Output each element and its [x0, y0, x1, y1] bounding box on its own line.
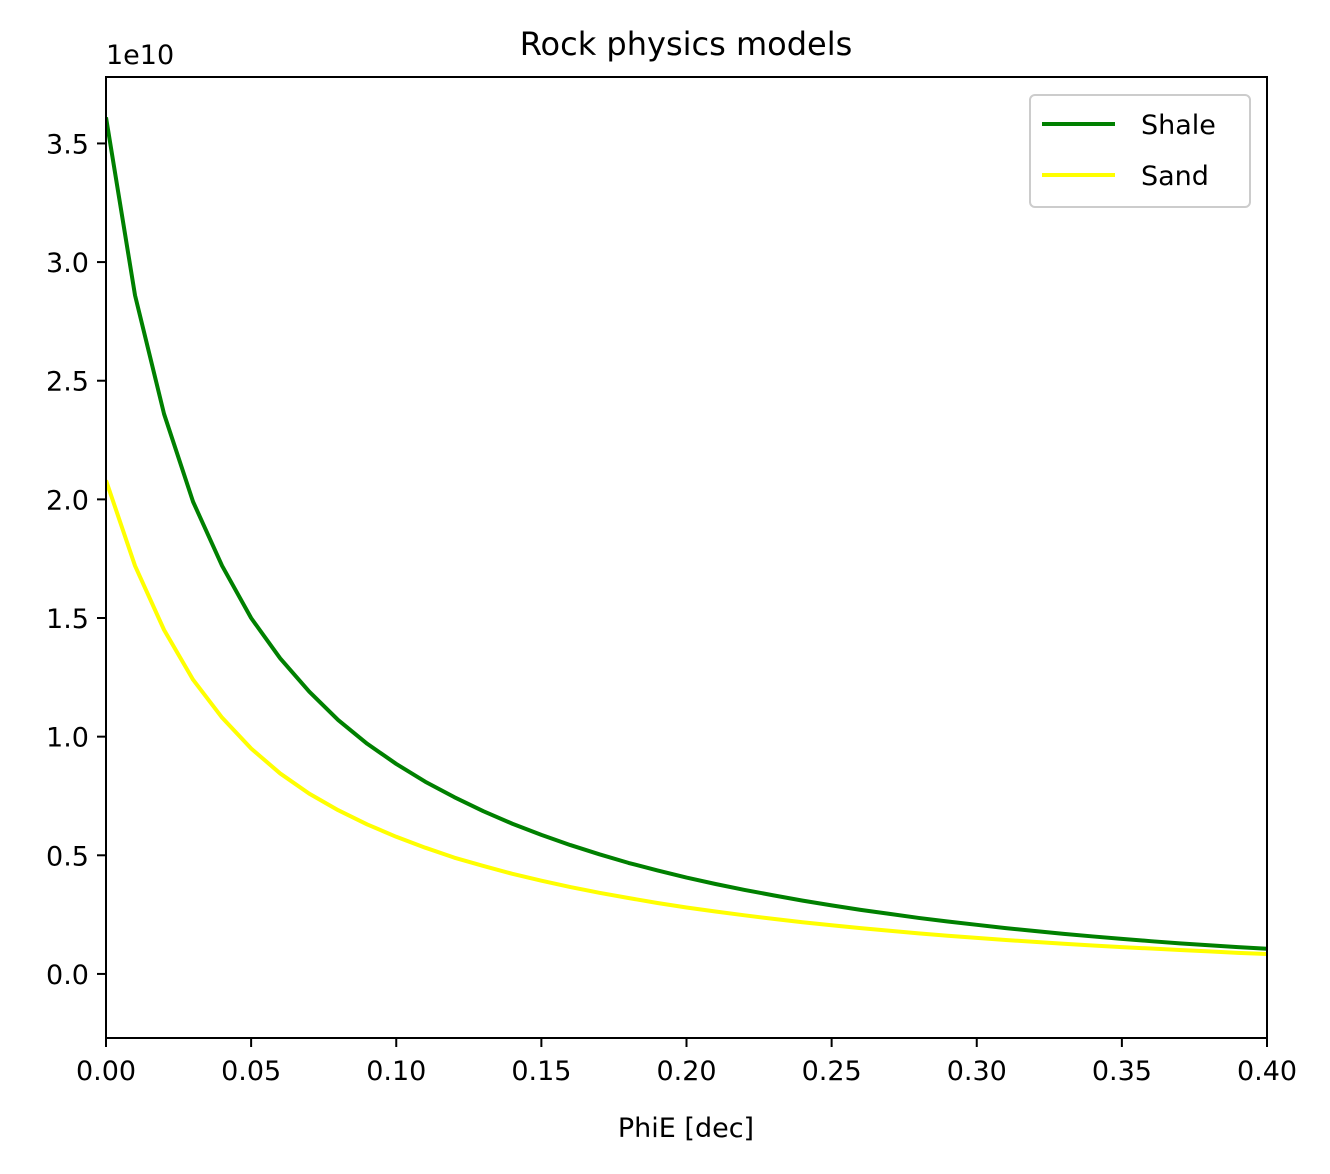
y-tick-label: 0.0: [46, 960, 89, 991]
y-tick-label: 3.5: [46, 129, 89, 160]
x-tick-label: 0.05: [221, 1056, 281, 1087]
x-tick-label: 0.35: [1092, 1056, 1152, 1087]
y-tick-label: 3.0: [46, 248, 89, 279]
y-tick-label: 2.5: [46, 367, 89, 398]
legend: Shale Sand: [1029, 94, 1251, 208]
x-tick-label: 0.30: [947, 1056, 1007, 1087]
y-tick-label: 1.0: [46, 723, 89, 754]
x-axis-label: PhiE [dec]: [618, 1113, 754, 1144]
y-axis-ticks: 0.0 0.5 1.0 1.5 2.0 2.5 3.0 3.5: [46, 129, 106, 991]
y-tick-label: 1.5: [46, 604, 89, 635]
y-tick-label: 2.0: [46, 485, 89, 516]
series-line-shale: [106, 117, 1267, 951]
series-line-sand: [106, 479, 1267, 956]
legend-label-shale: Shale: [1141, 110, 1216, 141]
x-tick-label: 0.10: [366, 1056, 426, 1087]
x-axis-ticks: 0.00 0.05 0.10 0.15 0.20 0.25 0.30 0.35 0.40: [76, 1038, 1297, 1087]
chart-title: Rock physics models: [520, 25, 853, 63]
y-axis-offset-label: 1e10: [106, 40, 174, 71]
x-tick-label: 0.15: [511, 1056, 571, 1087]
y-tick-label: 0.5: [46, 841, 89, 872]
legend-frame: [1029, 94, 1251, 208]
x-tick-label: 0.40: [1237, 1056, 1297, 1087]
x-tick-label: 0.20: [656, 1056, 716, 1087]
x-tick-label: 0.25: [802, 1056, 862, 1087]
legend-label-sand: Sand: [1141, 161, 1209, 192]
x-tick-label: 0.00: [76, 1056, 136, 1087]
